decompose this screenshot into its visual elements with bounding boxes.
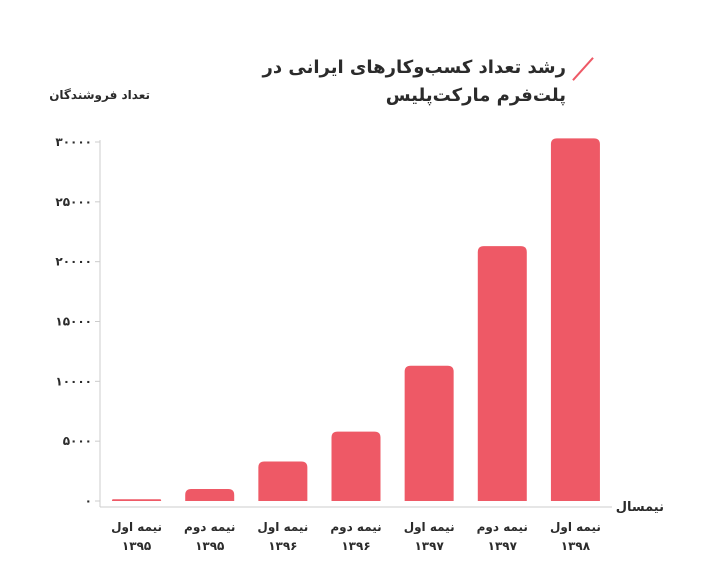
bar [550, 138, 600, 501]
x-tick-label: نیمه دوم [477, 520, 528, 535]
x-tick-label: ۱۳۹۶ [341, 539, 370, 553]
chart-title: رشد تعداد کسب‌وکارهای ایرانی در پلت‌فرم … [262, 57, 566, 106]
bar [112, 499, 162, 501]
y-tick-label: ۱۵۰۰۰ [55, 315, 92, 329]
y-tick-label: ۲۵۰۰۰ [55, 195, 92, 209]
x-tick-label: ۱۳۹۵ [122, 539, 151, 553]
x-tick-label: ۱۳۹۷ [414, 539, 444, 553]
x-tick-label: نیمه اول [550, 520, 601, 535]
y-tick-label: ۲۰۰۰۰ [55, 255, 92, 269]
x-tick-label: نیمه اول [404, 520, 455, 535]
y-tick-label: ۳۰۰۰۰ [55, 135, 92, 149]
y-tick-label: ۰ [85, 494, 92, 508]
x-tick-label: نیمه دوم [330, 520, 381, 535]
bar [258, 461, 308, 501]
bar [185, 489, 235, 501]
x-tick-label: ۱۳۹۸ [561, 539, 591, 553]
y-axis-label: تعداد فروشندگان [49, 88, 150, 102]
y-tick-label: ۵۰۰۰ [63, 434, 92, 448]
x-tick-label: نیمه دوم [184, 520, 235, 535]
y-tick-label: ۱۰۰۰۰ [55, 374, 92, 388]
x-axis-label: نیمسال [615, 500, 664, 515]
bar [331, 431, 381, 501]
bar [477, 246, 527, 501]
x-tick-label: ۱۳۹۵ [195, 539, 224, 553]
bar [404, 365, 454, 501]
x-tick-label: ۱۳۹۶ [268, 539, 297, 553]
x-tick-label: نیمه اول [111, 520, 162, 535]
x-tick-label: ۱۳۹۷ [488, 539, 518, 553]
x-tick-label: نیمه اول [257, 520, 308, 535]
